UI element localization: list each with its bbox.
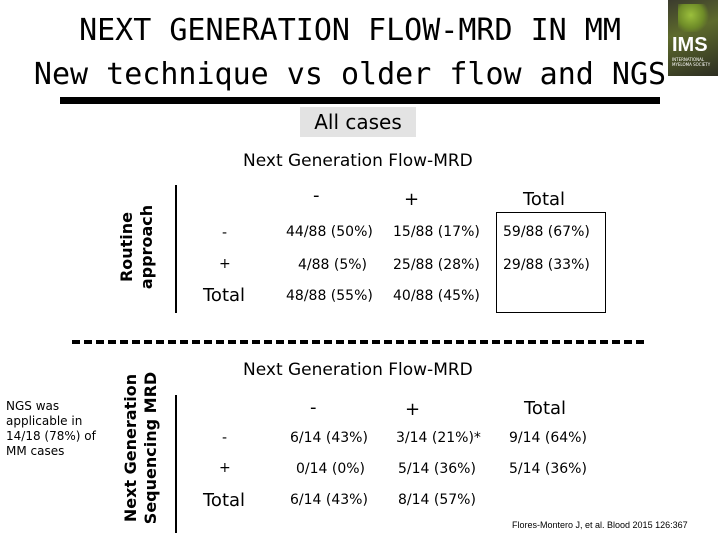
table2-col-label: + — [405, 399, 421, 420]
table2-cell: 0/14 (0%) — [296, 461, 366, 477]
table2-cell: 6/14 (43%) — [290, 430, 368, 446]
table2-cell: 5/14 (36%) — [398, 461, 476, 477]
table2-col-label: - — [310, 397, 317, 418]
table1-row-label: - — [222, 225, 228, 241]
table1-total-box — [496, 212, 606, 313]
slide-title-line-1: NEXT GENERATION FLOW-MRD IN MM — [79, 13, 621, 48]
table1-cell: 25/88 (28%) — [393, 257, 480, 273]
table2-row-label: - — [222, 430, 228, 446]
table2-row-header: Next Generation Sequencing MRD — [121, 371, 160, 525]
table1-col-label: + — [404, 189, 420, 210]
table1-cell: 48/88 (55%) — [286, 288, 373, 304]
citation: Flores-Montero J, et al. Blood 2015 126:… — [512, 520, 688, 530]
table1-total-box-top — [496, 212, 606, 213]
table1-row-label: Total — [203, 285, 246, 306]
table1-cell: 29/88 (33%) — [503, 257, 590, 273]
table2-col-label: Total — [524, 398, 567, 419]
section-separator — [72, 340, 644, 344]
table1-cell: 4/88 (5%) — [298, 257, 368, 273]
table1-column-header: Next Generation Flow-MRD — [243, 151, 473, 171]
slide-title-line-2: New technique vs older flow and NGS — [33, 57, 667, 92]
logo-text: IMS — [672, 34, 708, 56]
table1-col-label: Total — [523, 189, 566, 210]
table2-divider — [175, 395, 177, 533]
table1-col-label: - — [313, 185, 320, 206]
table1-row-label: + — [219, 256, 231, 272]
table1-cell: 59/88 (67%) — [503, 224, 590, 240]
table1-row-header: Routine approach — [117, 204, 156, 290]
table2-cell: 5/14 (36%) — [509, 461, 587, 477]
table2-cell: 8/14 (57%) — [398, 492, 476, 508]
table1-cell: 15/88 (17%) — [393, 224, 480, 240]
logo-subtext: INTERNATIONAL MYELOMA SOCIETY — [672, 57, 711, 67]
table2-row-label: + — [219, 460, 231, 476]
table2-cell: 9/14 (64%) — [509, 430, 587, 446]
table2-cell: 3/14 (21%)* — [396, 430, 481, 446]
table2-row-label: Total — [203, 490, 246, 511]
table2-column-header: Next Generation Flow-MRD — [243, 360, 473, 380]
leaf-icon — [678, 4, 710, 32]
table2-cell: 6/14 (43%) — [290, 492, 368, 508]
table1-cell: 44/88 (50%) — [286, 224, 373, 240]
table1-cell: 40/88 (45%) — [393, 288, 480, 304]
all-cases-label: All cases — [300, 107, 416, 137]
ims-logo: IMS INTERNATIONAL MYELOMA SOCIETY — [668, 0, 718, 76]
title-divider — [60, 97, 660, 104]
table1-divider — [175, 185, 177, 313]
ngs-applicability-note: NGS was applicable in 14/18 (78%) of MM … — [6, 399, 96, 458]
